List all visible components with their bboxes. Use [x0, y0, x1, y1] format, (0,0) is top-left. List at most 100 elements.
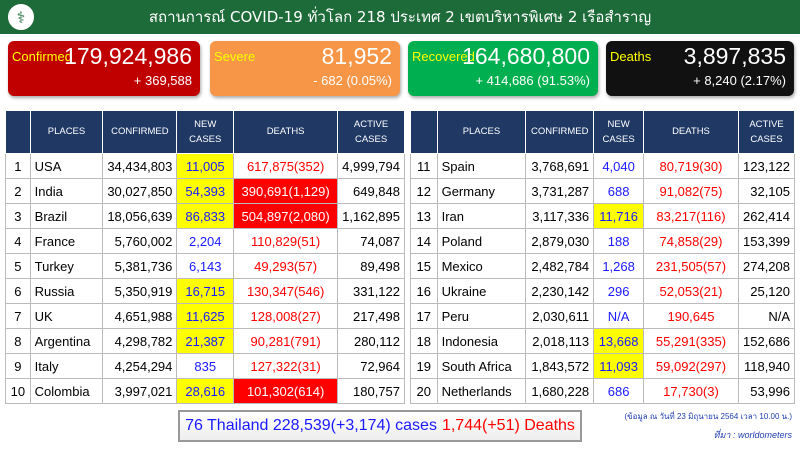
table-row: 15 Mexico 2,482,784 1,268 231,505(57) 274,208 — [410, 253, 796, 279]
active-cases: 331,122 — [337, 278, 405, 304]
rank: 8 — [5, 328, 31, 354]
table-row: 9 Italy 4,254,294 835 127,322(31) 72,964 — [5, 353, 405, 379]
rank: 5 — [5, 253, 31, 279]
deaths: 59,092(297) — [643, 353, 739, 379]
new-cases: 28,616 — [176, 378, 235, 404]
place: Ukraine — [436, 278, 527, 304]
place: France — [29, 228, 104, 254]
confirmed: 2,030,611 — [525, 303, 595, 329]
column-header: DEATHS — [643, 110, 739, 154]
place: Peru — [436, 303, 527, 329]
place: Poland — [436, 228, 527, 254]
table-row: 14 Poland 2,879,030 188 74,858(29) 153,399 — [410, 228, 796, 254]
new-cases: 11,005 — [176, 153, 235, 179]
place: Spain — [436, 153, 527, 179]
table-row: 20 Netherlands 1,680,228 686 17,730(3) 53,996 — [410, 378, 796, 404]
confirmed: 2,230,142 — [525, 278, 595, 304]
place: UK — [29, 303, 104, 329]
column-header: NEW CASES — [176, 110, 235, 154]
column-header: PLACES — [29, 110, 104, 154]
confirmed: 2,482,784 — [525, 253, 595, 279]
rank: 12 — [410, 178, 438, 204]
new-cases: N/A — [593, 303, 645, 329]
rank: 11 — [410, 153, 438, 179]
card-label: Recovered — [412, 49, 475, 64]
new-cases: 2,204 — [176, 228, 235, 254]
rank: 2 — [5, 178, 31, 204]
card-change: - 682 (0.05%) — [313, 73, 392, 88]
card-deaths: Deaths 3,897,835 + 8,240 (2.17%) — [606, 41, 794, 96]
table-row: 13 Iran 3,117,336 11,716 83,217(116) 262,414 — [410, 203, 796, 229]
new-cases: 11,625 — [176, 303, 235, 329]
place: Iran — [436, 203, 527, 229]
place: USA — [29, 153, 104, 179]
rank: 3 — [5, 203, 31, 229]
new-cases: 6,143 — [176, 253, 235, 279]
confirmed: 3,997,021 — [102, 378, 178, 404]
confirmed: 34,434,803 — [102, 153, 178, 179]
rank: 13 — [410, 203, 438, 229]
rank: 15 — [410, 253, 438, 279]
new-cases: 11,716 — [593, 203, 645, 229]
new-cases: 21,387 — [176, 328, 235, 354]
active-cases: 180,757 — [337, 378, 405, 404]
deaths: 80,719(30) — [643, 153, 739, 179]
active-cases: N/A — [737, 303, 796, 329]
deaths: 52,053(21) — [643, 278, 739, 304]
confirmed: 30,027,850 — [102, 178, 178, 204]
new-cases: 16,715 — [176, 278, 235, 304]
place: India — [29, 178, 104, 204]
header-row: PLACES CONFIRMED NEW CASES DEATHS ACTIVE CAS… — [410, 110, 796, 154]
card-change: + 414,686 (91.53%) — [475, 73, 590, 88]
table-row: 11 Spain 3,768,691 4,040 80,719(30) 123,122 — [410, 153, 796, 179]
thailand-summary: 76 Thailand 228,539(+3,174) cases 1,744(… — [178, 410, 582, 442]
column-header: CONFIRMED — [102, 110, 178, 154]
new-cases: 4,040 — [593, 153, 645, 179]
column-header: PLACES — [436, 110, 527, 154]
rank-header — [410, 110, 438, 154]
new-cases: 835 — [176, 353, 235, 379]
rank: 1 — [5, 153, 31, 179]
deaths: 17,730(3) — [643, 378, 739, 404]
table-row: 17 Peru 2,030,611 N/A 190,645 N/A — [410, 303, 796, 329]
confirmed: 5,760,002 — [102, 228, 178, 254]
deaths: 127,322(31) — [233, 353, 339, 379]
deaths: 190,645 — [643, 303, 739, 329]
confirmed: 3,768,691 — [525, 153, 595, 179]
active-cases: 118,940 — [737, 353, 796, 379]
table-row: 16 Ukraine 2,230,142 296 52,053(21) 25,120 — [410, 278, 796, 304]
place: Brazil — [29, 203, 104, 229]
active-cases: 4,999,794 — [337, 153, 405, 179]
table-row: 8 Argentina 4,298,782 21,387 90,281(791) 280,… — [5, 328, 405, 354]
rank: 10 — [5, 378, 31, 404]
deaths: 91,082(75) — [643, 178, 739, 204]
ministry-logo: ⚕ — [6, 2, 36, 32]
column-header: CONFIRMED — [525, 110, 595, 154]
column-header: ACTIVE CASES — [737, 110, 796, 154]
table-row: 7 UK 4,651,988 11,625 128,008(27) 217,498 — [5, 303, 405, 329]
active-cases: 274,208 — [737, 253, 796, 279]
new-cases: 13,668 — [593, 328, 645, 354]
table-row: 10 Colombia 3,997,021 28,616 101,302(614) 180… — [5, 378, 405, 404]
deaths: 74,858(29) — [643, 228, 739, 254]
new-cases: 86,833 — [176, 203, 235, 229]
thailand-deaths: 1,744(+51) Deaths — [441, 417, 575, 434]
confirmed: 3,117,336 — [525, 203, 595, 229]
active-cases: 262,414 — [737, 203, 796, 229]
rank: 20 — [410, 378, 438, 404]
active-cases: 649,848 — [337, 178, 405, 204]
place: Netherlands — [436, 378, 527, 404]
place: Mexico — [436, 253, 527, 279]
deaths: 55,291(335) — [643, 328, 739, 354]
new-cases: 1,268 — [593, 253, 645, 279]
rank: 16 — [410, 278, 438, 304]
active-cases: 217,498 — [337, 303, 405, 329]
data-source: ที่มา : worldometers — [713, 430, 792, 440]
confirmed: 1,843,572 — [525, 353, 595, 379]
active-cases: 1,162,895 — [337, 203, 405, 229]
new-cases: 296 — [593, 278, 645, 304]
new-cases: 686 — [593, 378, 645, 404]
table-row: 1 USA 34,434,803 11,005 617,875(352) 4,999,79… — [5, 153, 405, 179]
card-change: + 369,588 — [133, 73, 192, 88]
deaths: 110,829(51) — [233, 228, 339, 254]
